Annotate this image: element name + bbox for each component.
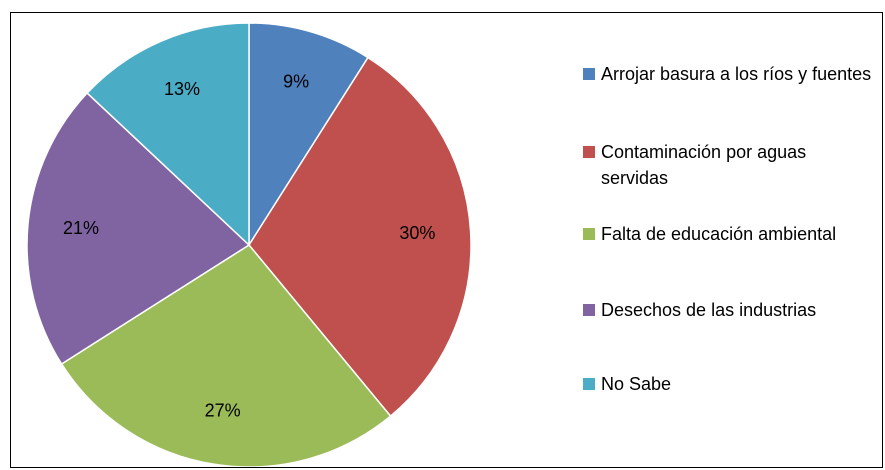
data-label: 21% [63, 218, 99, 238]
pie-slice [60, 244, 392, 467]
legend-swatch [583, 378, 595, 390]
legend-label: Falta de educación ambiental [601, 224, 837, 244]
chart-frame: 9% 30% 27% 21% 13% Arrojar basura a los ríos… [10, 12, 883, 468]
data-label: 9% [283, 72, 309, 92]
pie-slice [248, 22, 369, 248]
legend-swatch [583, 146, 595, 158]
legend-swatch [583, 228, 595, 240]
legend-item: No Sabe [583, 371, 873, 397]
pie-slice [26, 91, 251, 365]
legend-item: Arrojar basura a los ríos y fuentes [583, 61, 873, 87]
data-label: 27% [205, 400, 241, 420]
legend-swatch [583, 304, 595, 316]
legend-item: Falta de educación ambiental [583, 221, 873, 247]
pie-slice [86, 22, 250, 247]
data-label: 30% [399, 223, 435, 243]
legend-item: Desechos de las industrias [583, 297, 873, 323]
legend-label: Contaminación por aguas servidas [601, 142, 807, 188]
chart: 9% 30% 27% 21% 13% [26, 22, 472, 467]
legend-label: Desechos de las industrias [601, 300, 817, 320]
legend-label: Arrojar basura a los ríos y fuentes [601, 64, 872, 84]
data-label: 13% [164, 79, 200, 99]
legend-swatch [583, 68, 595, 80]
pie-slice [248, 56, 472, 418]
legend-label: No Sabe [601, 374, 672, 394]
legend-item: Contaminación por aguas servidas [583, 139, 873, 191]
